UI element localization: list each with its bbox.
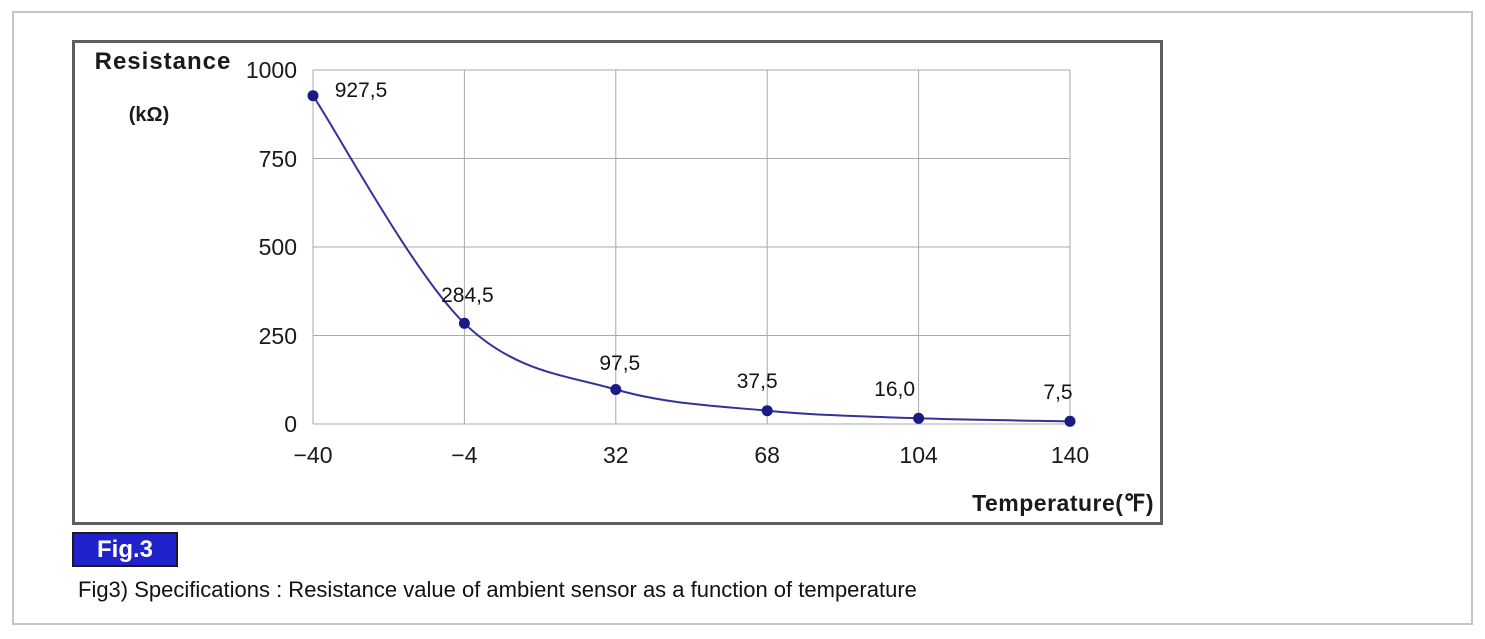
series-line	[312, 95, 1071, 423]
data-point-marker	[913, 412, 925, 424]
chart-panel: Resistance (kΩ) 0 250 500 750 1000 927,5 284,…	[72, 40, 1163, 525]
data-point-marker	[458, 317, 470, 329]
y-tick-label: 250	[258, 322, 297, 349]
y-axis-unit: (kΩ)	[128, 104, 170, 126]
point-label: 284,5	[441, 284, 494, 308]
x-axis-tick-labels: −40 −4 32 68 104 140	[293, 441, 1089, 471]
x-tick-label: 104	[899, 442, 938, 468]
point-label: 7,5	[1043, 381, 1073, 405]
y-axis-title: Resistance	[94, 48, 232, 75]
x-tick-label: 32	[603, 442, 629, 468]
figure-caption: Fig3) Specifications : Resistance value …	[78, 577, 917, 602]
y-tick-label: 500	[258, 234, 297, 260]
point-label: 37,5	[736, 369, 778, 393]
y-tick-label: 750	[258, 145, 297, 172]
point-label: 927,5	[334, 78, 388, 102]
data-point-marker	[610, 384, 622, 395]
x-tick-label: 140	[1050, 442, 1090, 468]
point-label: 97,5	[599, 352, 641, 376]
figure-badge: Fig.3	[72, 532, 178, 567]
point-label: 16,0	[874, 378, 916, 402]
line-chart	[307, 69, 1076, 427]
x-tick-label: −4	[451, 442, 478, 468]
data-point-marker	[761, 405, 773, 417]
y-tick-label: 1000	[245, 57, 297, 83]
data-point-marker	[1064, 415, 1076, 427]
x-tick-label: −40	[293, 442, 333, 468]
x-tick-label: 68	[754, 442, 780, 468]
data-point-marker	[307, 90, 319, 102]
plot-area: 927,5 284,5 97,5 37,5 16,0 7,5	[307, 69, 1076, 427]
x-axis-title: Temperature(℉)	[972, 490, 1154, 516]
y-tick-label: 0	[284, 411, 297, 437]
y-axis-tick-labels: 0 250 500 750 1000	[75, 57, 305, 437]
page-border	[12, 11, 1473, 625]
